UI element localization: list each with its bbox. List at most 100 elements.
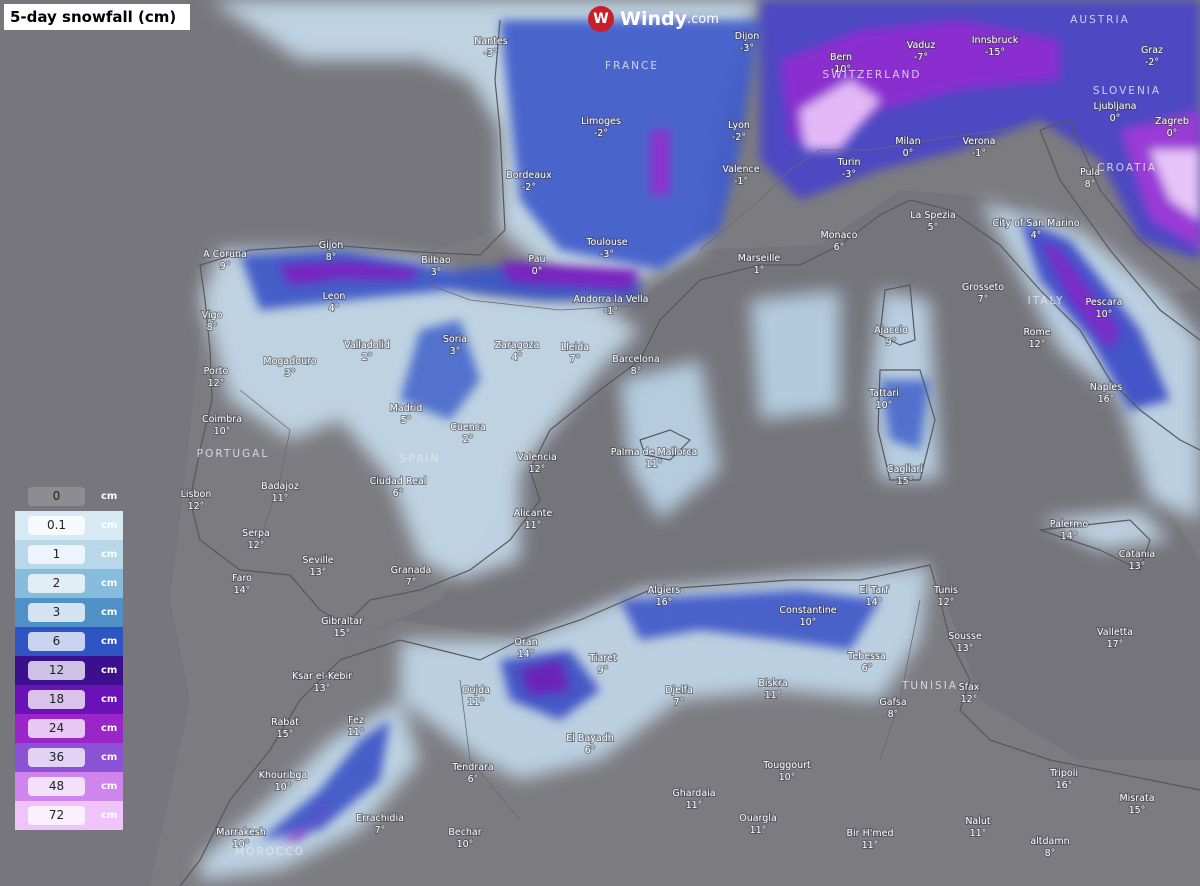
city-name: Khouribga xyxy=(259,770,308,781)
legend-unit: cm xyxy=(101,491,118,502)
city-name: Palermo xyxy=(1050,519,1089,530)
city-name: Gafsa xyxy=(879,697,906,708)
city-temp: 11° xyxy=(348,727,365,738)
island-coast xyxy=(877,284,936,481)
city-name: Fez xyxy=(348,715,364,726)
city-name: Oran xyxy=(514,637,537,648)
country-name: SPAIN xyxy=(400,453,440,465)
legend-label: 36 xyxy=(28,748,85,767)
city-temp: 0° xyxy=(532,266,543,277)
legend-label: 24 xyxy=(28,719,85,738)
city-temp: 13° xyxy=(314,683,331,694)
ocean xyxy=(0,0,500,886)
city-name: Badajoz xyxy=(261,481,299,492)
city-temp: 7° xyxy=(674,697,685,708)
city-name: Palma de Mallorca xyxy=(611,447,698,458)
city-temp: 10° xyxy=(1096,309,1113,320)
city-name: Leon xyxy=(323,291,346,302)
country-name: MOROCCO xyxy=(235,846,305,858)
labels: Nantes-3°Dijon-3°Bern-10°Vaduz-7°Innsbru… xyxy=(180,14,1190,860)
city-temp: 7° xyxy=(406,577,417,588)
city-temp: 3° xyxy=(431,267,442,278)
city-temp: 10° xyxy=(214,426,231,437)
city-name: Lleida xyxy=(561,342,589,353)
city-temp: 0° xyxy=(903,148,914,159)
legend-label: 48 xyxy=(28,777,85,796)
legend-label: 0.1 xyxy=(28,516,85,535)
city-name: Granada xyxy=(391,565,432,576)
city-temp: 6° xyxy=(468,774,479,785)
city-name: Porto xyxy=(204,366,229,377)
city-name: El Tarf xyxy=(860,585,890,596)
legend-unit: cm xyxy=(101,636,118,647)
sea xyxy=(330,190,1200,760)
city-name: Bern xyxy=(830,52,852,63)
city-temp: 8° xyxy=(1085,179,1096,190)
legend-unit: cm xyxy=(101,578,118,589)
city-temp: 11° xyxy=(750,825,767,836)
city-name: Grosseto xyxy=(962,282,1004,293)
city-temp: 9° xyxy=(220,261,231,272)
city-name: Marrakesh xyxy=(216,827,265,838)
city-temp: 8° xyxy=(326,252,337,263)
city-temp: 11° xyxy=(765,690,782,701)
map-title: 5-day snowfall (cm) xyxy=(4,4,190,30)
city-temp: 16° xyxy=(1098,394,1115,405)
city-temp: 15° xyxy=(277,729,294,740)
city-temp: 2° xyxy=(362,352,373,363)
city-temp: 8° xyxy=(631,366,642,377)
city-name: La Spezia xyxy=(910,210,956,221)
country-name: AUSTRIA xyxy=(1070,14,1130,26)
brand-suffix: .com xyxy=(686,11,719,27)
city-temp: 4° xyxy=(1031,230,1042,241)
city-temp: 1° xyxy=(754,265,765,276)
coastline xyxy=(339,564,1200,791)
city-name: Alicante xyxy=(514,508,553,519)
city-name: Toulouse xyxy=(585,237,627,248)
city-temp: 10° xyxy=(275,782,292,793)
country-name: PORTUGAL xyxy=(197,448,269,460)
city-name: Bordeaux xyxy=(506,170,552,181)
city-temp: -2° xyxy=(732,132,746,143)
city-name: Tunis xyxy=(933,585,958,596)
city-name: Ciudad Real xyxy=(370,476,427,487)
city-temp: -2° xyxy=(1145,57,1159,68)
city-temp: 12° xyxy=(938,597,955,608)
city-name: Sousse xyxy=(948,631,982,642)
city-name: altdamn xyxy=(1030,836,1069,847)
city-name: Tendrara xyxy=(451,762,494,773)
legend-row: 18 cm xyxy=(15,685,123,714)
city-name: Andorra la Vella xyxy=(573,294,648,305)
city-name: Djelfa xyxy=(665,685,693,696)
city-name: Bir H'med xyxy=(847,828,894,839)
city-name: Faro xyxy=(232,573,252,584)
logo-icon: W xyxy=(588,6,614,32)
city-temp: 17° xyxy=(1107,639,1124,650)
city-name: Valence xyxy=(722,164,759,175)
city-temp: -7° xyxy=(914,52,928,63)
country-name: FRANCE xyxy=(605,60,659,72)
city-name: Sfax xyxy=(959,682,980,693)
city-name: Nantes xyxy=(474,36,508,47)
legend-row: 12 cm xyxy=(15,656,123,685)
city-name: Cuenca xyxy=(450,422,486,433)
legend-unit: cm xyxy=(101,810,118,821)
city-name: Valletta xyxy=(1097,627,1133,638)
city-name: Bilbao xyxy=(421,255,451,266)
city-name: City of San Marino xyxy=(992,218,1079,229)
legend-unit: cm xyxy=(101,665,118,676)
city-name: Coimbra xyxy=(202,414,242,425)
legend-row: 6 cm xyxy=(15,627,123,656)
legend-row: 72 cm xyxy=(15,801,123,830)
legend-unit: cm xyxy=(101,549,118,560)
city-name: Dijon xyxy=(735,31,759,42)
city-name: Zaragoza xyxy=(495,340,540,351)
city-temp: 14° xyxy=(234,585,251,596)
city-name: Algiers xyxy=(648,585,681,596)
city-temp: 9° xyxy=(886,337,897,348)
city-name: Lyon xyxy=(728,120,750,131)
city-name: Rome xyxy=(1023,327,1050,338)
city-temp: 16° xyxy=(1056,780,1073,791)
city-temp: 8° xyxy=(1045,848,1056,859)
